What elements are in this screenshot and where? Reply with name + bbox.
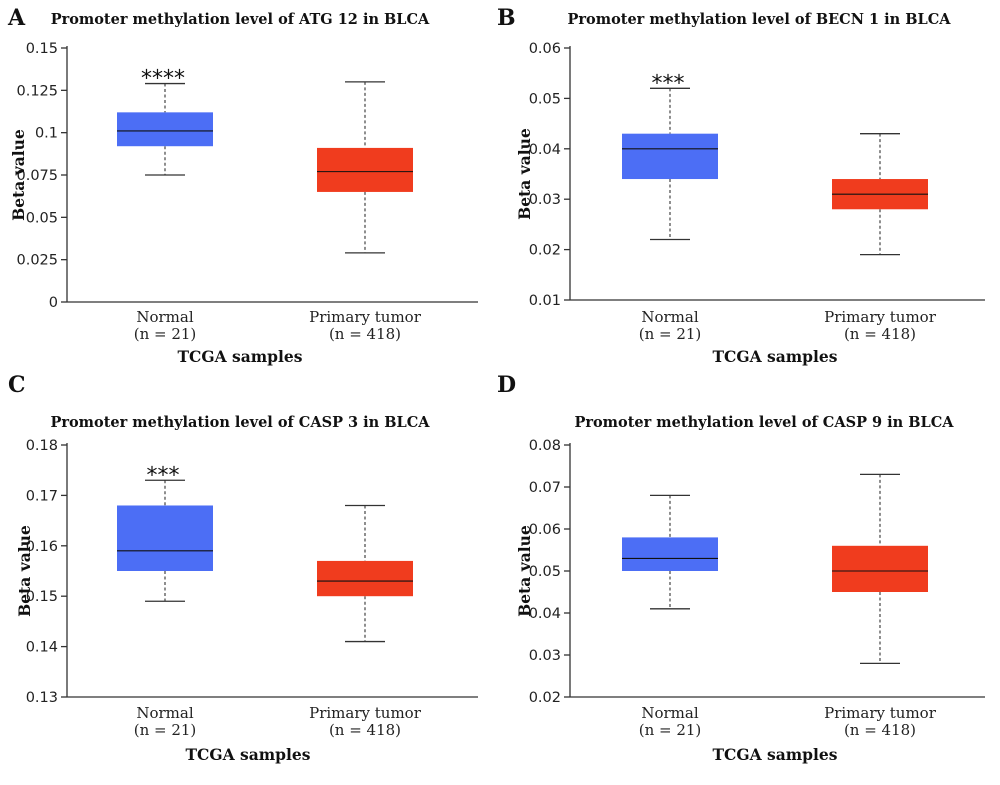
y-axis-label: Beta value bbox=[515, 128, 534, 220]
sample-size-label: (n = 21) bbox=[639, 721, 702, 739]
y-tick-label: 0.08 bbox=[529, 438, 561, 454]
y-tick-label: 0.05 bbox=[529, 91, 561, 107]
sample-size-label: (n = 21) bbox=[134, 721, 197, 739]
normal-box bbox=[622, 133, 718, 180]
y-tick-label: 0.04 bbox=[529, 606, 561, 622]
y-tick-label: 0.075 bbox=[16, 168, 58, 184]
y-axis-label: Beta value bbox=[9, 129, 28, 221]
category-label: Primary tumor bbox=[309, 704, 422, 722]
y-tick-label: 0.125 bbox=[16, 83, 58, 99]
category-label: Primary tumor bbox=[824, 308, 937, 326]
y-tick-label: 0.05 bbox=[529, 564, 561, 580]
panel-letter: C bbox=[8, 372, 26, 398]
category-label: Normal bbox=[136, 308, 193, 326]
chart-title: Promoter methylation level of BECN 1 in … bbox=[568, 11, 952, 28]
sample-size-label: (n = 418) bbox=[844, 721, 916, 739]
x-axis-label: TCGA samples bbox=[177, 347, 302, 366]
x-axis-label: TCGA samples bbox=[185, 745, 310, 764]
y-tick-label: 0.17 bbox=[26, 488, 58, 504]
category-label: Primary tumor bbox=[824, 704, 937, 722]
category-label: Normal bbox=[641, 308, 698, 326]
y-tick-label: 0.03 bbox=[529, 192, 561, 208]
significance-label: **** bbox=[141, 67, 185, 92]
category-label: Normal bbox=[136, 704, 193, 722]
y-tick-label: 0 bbox=[49, 295, 58, 311]
y-tick-label: 0.03 bbox=[529, 648, 561, 664]
y-tick-label: 0.13 bbox=[26, 690, 58, 706]
y-tick-label: 0.1 bbox=[35, 126, 58, 142]
x-axis-label: TCGA samples bbox=[712, 347, 837, 366]
x-axis-label: TCGA samples bbox=[712, 745, 837, 764]
y-tick-label: 0.04 bbox=[529, 142, 561, 158]
y-tick-label: 0.05 bbox=[26, 210, 58, 226]
tumor-box bbox=[832, 545, 928, 592]
y-tick-label: 0.14 bbox=[26, 640, 58, 656]
sample-size-label: (n = 21) bbox=[134, 325, 197, 343]
chart-title: Promoter methylation level of CASP 9 in … bbox=[574, 414, 954, 431]
y-tick-label: 0.16 bbox=[26, 539, 58, 555]
y-tick-label: 0.01 bbox=[529, 293, 561, 309]
significance-label: *** bbox=[147, 463, 180, 488]
panel-letter: D bbox=[497, 372, 516, 398]
significance-label: *** bbox=[652, 71, 685, 96]
y-tick-label: 0.06 bbox=[529, 41, 561, 57]
y-tick-label: 0.18 bbox=[26, 438, 58, 454]
y-tick-label: 0.025 bbox=[16, 253, 58, 269]
y-tick-label: 0.07 bbox=[529, 480, 561, 496]
sample-size-label: (n = 21) bbox=[639, 325, 702, 343]
tumor-box bbox=[317, 560, 413, 597]
y-tick-label: 0.15 bbox=[26, 41, 58, 57]
tumor-box bbox=[317, 147, 413, 192]
sample-size-label: (n = 418) bbox=[844, 325, 916, 343]
y-axis-label: Beta value bbox=[15, 525, 34, 617]
panel-letter: A bbox=[7, 5, 26, 31]
sample-size-label: (n = 418) bbox=[329, 325, 401, 343]
category-label: Normal bbox=[641, 704, 698, 722]
normal-box bbox=[622, 537, 718, 571]
normal-box bbox=[117, 505, 213, 571]
chart-title: Promoter methylation level of ATG 12 in … bbox=[51, 11, 430, 28]
sample-size-label: (n = 418) bbox=[329, 721, 401, 739]
y-axis-label: Beta value bbox=[515, 525, 534, 617]
normal-box bbox=[117, 112, 213, 147]
panel-letter: B bbox=[497, 5, 516, 31]
y-tick-label: 0.06 bbox=[529, 522, 561, 538]
y-tick-label: 0.02 bbox=[529, 690, 561, 706]
y-tick-label: 0.02 bbox=[529, 243, 561, 259]
chart-title: Promoter methylation level of CASP 3 in … bbox=[50, 414, 430, 431]
category-label: Primary tumor bbox=[309, 308, 422, 326]
y-tick-label: 0.15 bbox=[26, 589, 58, 605]
